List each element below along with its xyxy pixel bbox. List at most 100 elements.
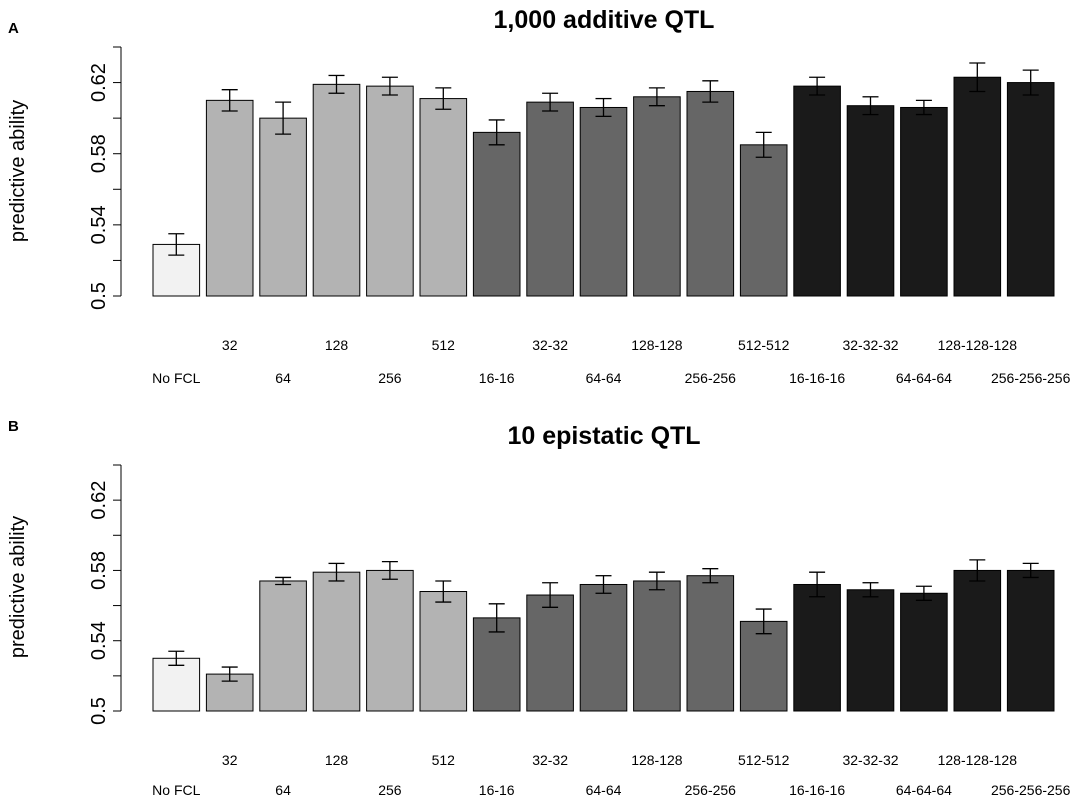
panel-b: B 10 epistatic QTL predictive ability 0.…	[7, 418, 1071, 798]
panel-b-bar-32-32	[526, 594, 574, 712]
panel-a-bar-256-256-256	[1006, 82, 1055, 297]
panel-a-x-tick-label: 512	[432, 337, 456, 353]
panel-a-bars	[152, 62, 1055, 297]
panel-b-error-bar-32-32	[542, 582, 559, 608]
panel-b-bar-32-32-32	[846, 589, 895, 712]
panel-a-x-tick-label: 32	[222, 337, 238, 353]
panel-a-bar-512	[419, 98, 468, 297]
panel-a-y-tick-label: 0.54	[88, 205, 110, 244]
panel-a-x-tick-label: 16-16-16	[789, 370, 845, 386]
panel-a-bar-32-32	[526, 101, 574, 297]
panel-b-y-axis: 0.5 0.54 0.58 0.62	[88, 464, 122, 725]
panel-a-bar-64	[259, 117, 307, 297]
panel-a-x-tick-label: 64-64	[586, 370, 622, 386]
panel-a-x-tick-label: 16-16	[479, 370, 515, 386]
panel-a-y-tick-label: 0.5	[88, 282, 110, 310]
panel-b-y-tick-label: 0.54	[88, 621, 110, 660]
panel-a: A 1,000 additive QTL predictive ability …	[7, 6, 1071, 386]
panel-b-bar-64-64-64	[900, 592, 948, 712]
panel-b-error-bar-64-64	[595, 575, 612, 594]
panel-a-error-bar-64-64-64	[915, 99, 932, 116]
panel-b-x-tick-label: 256-256	[685, 782, 737, 798]
panel-a-error-bar-32-32-32	[862, 96, 879, 116]
panel-a-bar-32	[205, 99, 254, 297]
panel-b-x-tick-label: 16-16	[479, 782, 515, 798]
panel-a-error-bar-32-32	[542, 92, 559, 112]
panel-a-x-tick-label: 256	[378, 370, 402, 386]
panel-a-error-bar-128-128	[648, 87, 665, 107]
panel-a-bar-128-128	[633, 96, 681, 297]
panel-b-x-tick-label: 64-64-64	[896, 782, 952, 798]
panel-a-x-tick-label: 512-512	[738, 337, 790, 353]
panel-b-error-bar-16-16	[488, 603, 505, 633]
panel-a-error-bar-64-64	[595, 97, 612, 118]
panel-a-bar-16-16-16	[793, 85, 841, 297]
panel-b-bar-256-256	[686, 575, 735, 712]
panel-a-bar-64-64-64	[900, 106, 948, 297]
panel-b-y-tick-label: 0.62	[88, 481, 110, 520]
panel-a-bar-128-128-128	[953, 76, 1002, 297]
panel-b-error-bar-32-32-32	[862, 582, 879, 598]
panel-b-y-tick-label: 0.58	[88, 551, 110, 590]
panel-b-bar-No FCL	[152, 657, 201, 712]
panel-b-x-tick-label: 32-32-32	[842, 752, 898, 768]
panel-b-bar-512-512	[739, 620, 788, 712]
panel-b-error-bar-256	[381, 560, 398, 580]
panel-b-x-tick-label: 16-16-16	[789, 782, 845, 798]
panel-b-bars	[152, 559, 1055, 712]
panel-b-bar-64-64	[579, 583, 628, 712]
panel-a-error-bar-128	[328, 74, 345, 94]
panel-b-x-tick-label: 32-32	[532, 752, 568, 768]
panel-b-x-axis: No FCL 32 64 128 256 512 16-16 32-32 64-64 128-12…	[152, 752, 1070, 798]
panel-b-error-bar-16-16-16	[809, 571, 826, 598]
panel-b-x-tick-label: 32	[222, 752, 238, 768]
panel-b-bar-16-16	[472, 617, 521, 712]
panel-a-x-tick-label: No FCL	[152, 370, 200, 386]
panel-a-bar-32-32-32	[846, 105, 895, 297]
panel-b-x-tick-label: 256	[378, 782, 402, 798]
panel-b-error-bar-128	[328, 562, 345, 582]
panel-a-y-axis-label: predictive ability	[7, 100, 29, 242]
panel-a-x-tick-label: 128-128-128	[938, 337, 1018, 353]
panel-b-bar-256-256-256	[1006, 569, 1055, 712]
panel-b-bar-128-128-128	[953, 569, 1002, 712]
panel-a-error-bar-256-256-256	[1022, 69, 1039, 96]
panel-a-error-bar-256-256	[702, 80, 719, 103]
panel-b-error-bar-512	[435, 580, 452, 603]
panel-a-x-tick-label: 32-32-32	[842, 337, 898, 353]
panel-a-error-bar-512-512	[755, 131, 772, 158]
panel-b-x-tick-label: 128-128	[631, 752, 683, 768]
panel-a-bar-256	[366, 85, 414, 297]
panel-b-x-tick-label: 128	[325, 752, 349, 768]
panel-b-x-tick-label: 128-128-128	[938, 752, 1018, 768]
panel-a-y-axis: 0.5 0.54 0.58 0.62	[88, 46, 122, 310]
panel-b-x-tick-label: 512	[432, 752, 456, 768]
panel-a-error-bar-16-16	[488, 119, 505, 146]
panel-a-bar-512-512	[739, 144, 788, 297]
panel-a-error-bar-No FCL	[168, 233, 185, 256]
panel-a-y-tick-label: 0.62	[88, 63, 110, 102]
panel-a-error-bar-256	[381, 76, 398, 96]
panel-a-bar-128	[312, 83, 361, 297]
panel-b-x-tick-label: No FCL	[152, 782, 200, 798]
panel-b-bar-64	[259, 580, 307, 712]
panel-a-error-bar-32	[221, 89, 238, 112]
panel-b-bar-128-128	[633, 580, 681, 712]
panel-b-x-tick-label: 512-512	[738, 752, 790, 768]
panel-b-bar-16-16-16	[793, 583, 841, 712]
panel-a-bar-16-16	[472, 131, 521, 297]
panel-b-error-bar-512-512	[755, 608, 772, 635]
panel-b-letter: B	[8, 418, 19, 435]
panel-b-error-bar-256-256	[702, 568, 719, 584]
panel-b-y-axis-label: predictive ability	[7, 516, 29, 658]
panel-a-x-tick-label: 64	[275, 370, 291, 386]
panel-a-letter: A	[8, 20, 19, 37]
panel-b-error-bar-128-128-128	[969, 559, 986, 582]
panel-a-x-tick-label: 256-256	[685, 370, 737, 386]
panel-b-error-bar-64	[275, 576, 292, 586]
panel-b-y-tick-label: 0.5	[88, 697, 110, 725]
panel-a-x-tick-label: 64-64-64	[896, 370, 952, 386]
panel-a-x-axis: No FCL 32 64 128 256 512 16-16 32-32 64-64 128-12…	[152, 337, 1070, 386]
panel-a-x-tick-label: 256-256-256	[991, 370, 1071, 386]
